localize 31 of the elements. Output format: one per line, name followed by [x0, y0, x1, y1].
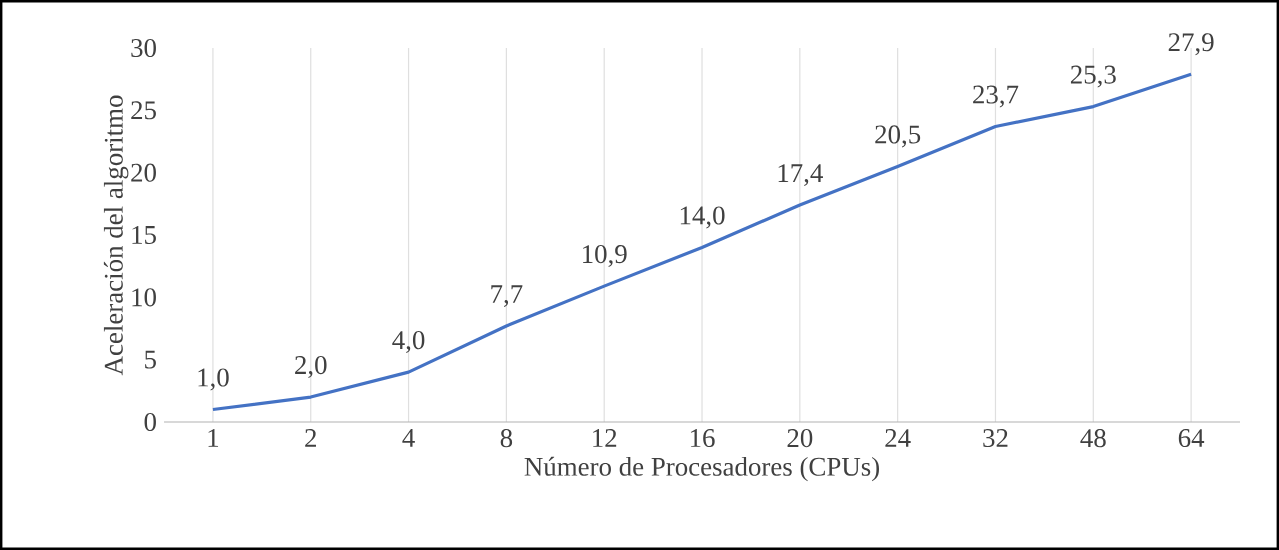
data-label: 23,7 — [973, 85, 1019, 108]
x-tick-label: 24 — [885, 429, 911, 447]
data-label: 7,7 — [491, 285, 523, 307]
y-tick-label: 0 — [144, 412, 156, 432]
x-tick-label: 48 — [1080, 429, 1106, 448]
x-tick-label: 32 — [983, 429, 1008, 448]
data-label: 4,0 — [392, 331, 425, 354]
data-label: 17,4 — [778, 164, 823, 187]
x-tick-label: 2 — [305, 429, 316, 447]
y-tick-label: 20 — [131, 163, 156, 182]
data-label: 2,0 — [295, 355, 327, 379]
y-tick-label: 15 — [132, 226, 156, 244]
x-tick-label: 4 — [402, 429, 415, 447]
x-tick-label: 1 — [208, 429, 219, 447]
y-tick-label: 30 — [131, 38, 156, 58]
y-tick-label: 5 — [145, 350, 156, 369]
data-label: 25,3 — [1070, 65, 1116, 88]
x-axis-title: Número de Procesadores (CPUs) — [524, 456, 879, 482]
x-tick-label: 20 — [787, 429, 813, 448]
x-tick-label: 12 — [593, 429, 617, 447]
y-axis-title: Aceleración del algoritmo — [103, 95, 129, 376]
data-label: 10,9 — [583, 245, 627, 268]
data-label: 20,5 — [875, 125, 921, 148]
x-tick-label: 16 — [690, 429, 715, 448]
data-label: 27,9 — [1168, 33, 1214, 56]
x-tick-label: 8 — [500, 429, 513, 448]
data-label: 1,0 — [198, 368, 229, 391]
y-tick-label: 10 — [132, 288, 156, 307]
y-tick-label: 25 — [131, 101, 156, 120]
x-tick-label: 64 — [1178, 429, 1205, 448]
data-label: 14,0 — [680, 206, 725, 229]
